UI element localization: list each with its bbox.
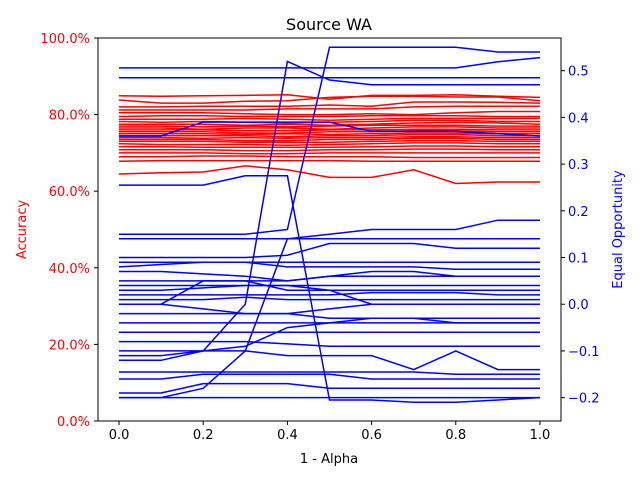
x-tick-label: 0.8 xyxy=(445,428,466,443)
equal-opportunity-series-line-28 xyxy=(119,317,540,362)
accuracy-series-line-22 xyxy=(119,152,540,155)
chart-title: Source WA xyxy=(286,15,372,34)
equal-opportunity-series-line-29 xyxy=(119,280,540,305)
y-right-tick-label: −0.1 xyxy=(568,345,600,360)
y-left-tick-label: 40.0% xyxy=(49,262,90,277)
y-axis-left: 0.0% 20.0% 40.0% 60.0% 80.0% 100.0% xyxy=(40,32,98,430)
y-left-tick-label: 100.0% xyxy=(40,32,90,47)
accuracy-series-line-24 xyxy=(118,159,540,163)
accuracy-series-line-21 xyxy=(119,148,540,152)
accuracy-series-line-25 xyxy=(118,165,540,185)
equal-opportunity-series-line-23 xyxy=(119,350,540,371)
y-axis-right-label: Equal Opportunity xyxy=(611,170,626,289)
equal-opportunity-series-line-26 xyxy=(119,382,540,394)
equal-opportunity-series-line-18 xyxy=(119,303,540,315)
accuracy-series-line-10 xyxy=(119,124,540,128)
accuracy-series-line-12 xyxy=(119,128,540,132)
accuracy-series-line-13 xyxy=(119,129,540,134)
x-tick-label: 0.2 xyxy=(193,428,214,443)
accuracy-series-line-23 xyxy=(119,155,540,159)
equal-opportunity-series-line-24 xyxy=(119,371,540,376)
accuracy-series-line-18 xyxy=(119,139,540,143)
x-axis-label: 1 - Alpha xyxy=(300,452,358,467)
accuracy-series-line-4 xyxy=(119,105,540,111)
y-right-tick-label: 0.5 xyxy=(568,65,589,80)
y-right-tick-label: 0.2 xyxy=(568,205,589,220)
equal-opportunity-series-line-7 xyxy=(119,219,540,399)
y-right-tick-label: −0.2 xyxy=(568,392,600,407)
x-tick-label: 0.0 xyxy=(109,428,130,443)
accuracy-series-group xyxy=(118,93,541,185)
accuracy-series-line-16 xyxy=(119,136,540,140)
y-right-tick-label: 0.4 xyxy=(568,111,589,126)
accuracy-series-line-5 xyxy=(119,110,540,116)
accuracy-series-line-9 xyxy=(119,121,541,127)
y-right-tick-label: 0.3 xyxy=(568,158,589,173)
accuracy-series-line-17 xyxy=(119,137,540,142)
y-left-tick-label: 20.0% xyxy=(49,338,90,353)
x-axis: 0.0 0.2 0.4 0.6 0.8 1.0 xyxy=(109,421,551,443)
plot-frame xyxy=(97,37,562,422)
y-left-tick-label: 60.0% xyxy=(49,185,90,200)
equal-opportunity-series-line-1 xyxy=(119,56,541,69)
equal-opportunity-series-line-4 xyxy=(119,121,541,137)
x-tick-label: 1.0 xyxy=(530,428,551,443)
y-right-tick-label: 0.1 xyxy=(568,252,589,267)
accuracy-series-line-19 xyxy=(118,142,540,146)
accuracy-series-line-14 xyxy=(119,132,540,136)
y-right-tick-label: 0.0 xyxy=(568,298,589,313)
equal-opportunity-series-line-16 xyxy=(119,291,540,296)
equal-opportunity-series-line-13 xyxy=(119,275,540,282)
equal-opportunity-series-line-22 xyxy=(119,340,540,348)
equal-opportunity-series-line-9 xyxy=(119,242,540,259)
plot-area xyxy=(118,46,541,404)
accuracy-series-line-15 xyxy=(119,133,540,138)
accuracy-series-line-2 xyxy=(118,95,541,104)
accuracy-series-line-6 xyxy=(118,114,540,118)
accuracy-series-line-7 xyxy=(119,117,540,122)
y-axis-right: −0.2 −0.1 0.0 0.1 0.2 0.3 0.4 0.5 xyxy=(561,65,600,407)
y-left-tick-label: 80.0% xyxy=(49,109,90,124)
accuracy-series-line-20 xyxy=(119,145,540,148)
equal-opportunity-series-line-25 xyxy=(119,373,540,380)
equal-opportunity-series-line-8 xyxy=(119,60,540,357)
y-axis-left-label: Accuracy xyxy=(15,200,30,260)
equal-opportunity-series-line-19 xyxy=(119,312,540,319)
equal-opportunity-series-line-5 xyxy=(119,175,541,404)
equal-opportunity-series-line-17 xyxy=(119,296,540,301)
x-tick-label: 0.6 xyxy=(361,428,382,443)
accuracy-series-line-3 xyxy=(119,101,541,108)
x-tick-label: 0.4 xyxy=(277,428,298,443)
equal-opportunity-series-group xyxy=(118,46,541,404)
equal-opportunity-series-line-3 xyxy=(119,46,540,235)
y-left-tick-label: 0.0% xyxy=(57,415,90,430)
equal-opportunity-series-line-11 xyxy=(118,261,540,270)
accuracy-series-line-1 xyxy=(118,93,541,101)
